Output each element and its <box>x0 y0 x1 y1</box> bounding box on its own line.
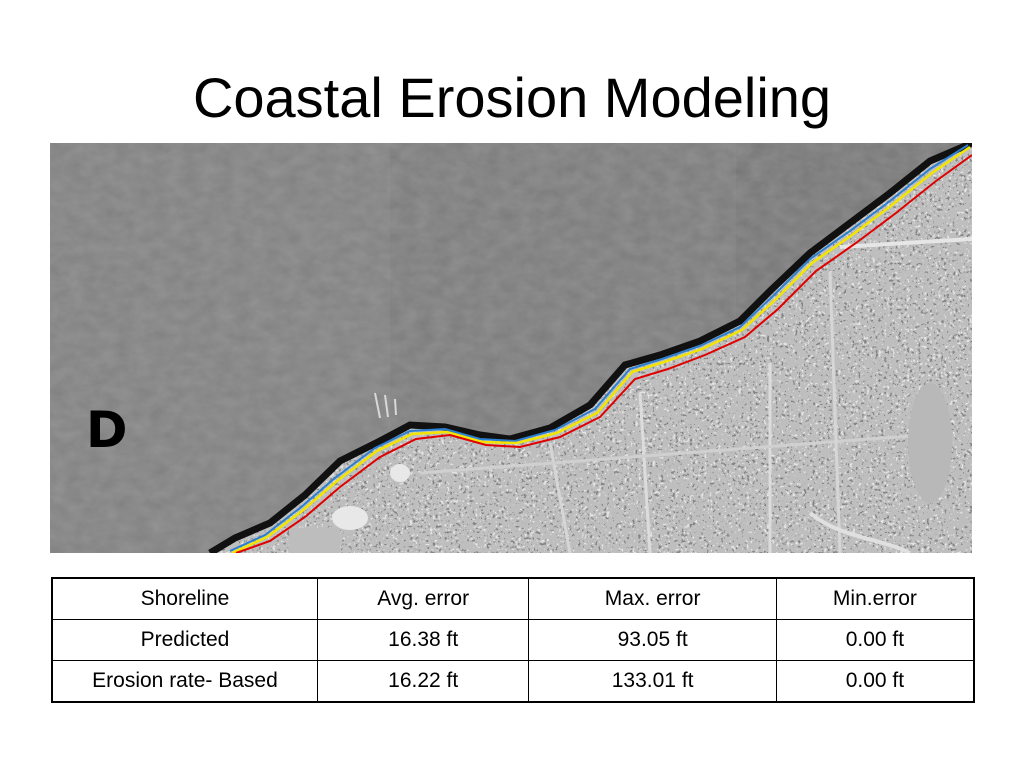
table-row: Predicted 16.38 ft 93.05 ft 0.00 ft <box>51 619 975 661</box>
blue-shoreline <box>229 144 969 552</box>
panel-label: D <box>86 401 128 459</box>
header-max-error: Max. error <box>528 577 777 620</box>
header-min-error: Min.error <box>775 577 975 620</box>
error-table: Shoreline Avg. error Max. error Min.erro… <box>51 577 975 703</box>
cell-shoreline: Predicted <box>51 619 318 661</box>
header-avg-error: Avg. error <box>316 577 530 620</box>
cell-min-error: 0.00 ft <box>775 660 975 703</box>
cell-min-error: 0.00 ft <box>775 619 975 661</box>
red-shoreline <box>235 154 972 553</box>
slide-title: Coastal Erosion Modeling <box>192 66 832 129</box>
cell-avg-error: 16.22 ft <box>316 660 530 703</box>
cell-avg-error: 16.38 ft <box>316 619 530 661</box>
cell-max-error: 93.05 ft <box>528 619 777 661</box>
cell-shoreline: Erosion rate- Based <box>51 660 318 703</box>
yellow-shoreline <box>231 145 971 553</box>
aerial-photo-graphic <box>50 143 972 553</box>
table-row: Erosion rate- Based 16.22 ft 133.01 ft 0… <box>51 660 975 703</box>
header-shoreline: Shoreline <box>51 577 318 620</box>
aerial-photo <box>50 143 972 553</box>
table-header-row: Shoreline Avg. error Max. error Min.erro… <box>51 577 975 620</box>
cell-max-error: 133.01 ft <box>528 660 777 703</box>
